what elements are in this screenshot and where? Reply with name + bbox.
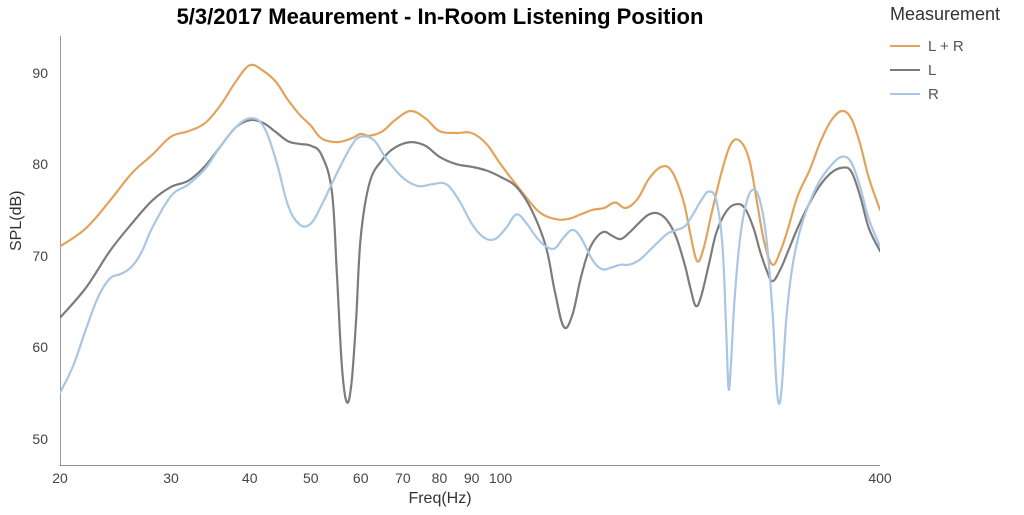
legend: L + R LR <box>890 34 964 106</box>
legend-title: Measurement <box>890 4 1000 25</box>
y-tick-label: 70 <box>0 248 48 264</box>
y-tick-label: 80 <box>0 156 48 172</box>
legend-swatch <box>890 45 920 47</box>
x-tick-label: 100 <box>489 470 512 486</box>
x-tick-label: 70 <box>395 470 411 486</box>
chart-plot-area <box>60 36 880 466</box>
legend-swatch <box>890 93 920 95</box>
legend-label: L + R <box>928 38 964 55</box>
x-tick-label: 20 <box>52 470 68 486</box>
y-tick-label: 60 <box>0 339 48 355</box>
y-tick-label: 90 <box>0 65 48 81</box>
x-axis-ticks: 2030405060708090100400 <box>60 468 880 488</box>
chart-title: 5/3/2017 Meaurement - In-Room Listening … <box>0 4 880 30</box>
chart-container: 5/3/2017 Meaurement - In-Room Listening … <box>0 0 1024 515</box>
x-tick-label: 60 <box>353 470 369 486</box>
legend-swatch <box>890 69 920 71</box>
legend-item: L <box>890 58 964 82</box>
x-tick-label: 50 <box>303 470 319 486</box>
x-tick-label: 30 <box>163 470 179 486</box>
legend-item: R <box>890 82 964 106</box>
x-tick-label: 90 <box>464 470 480 486</box>
y-tick-label: 50 <box>0 431 48 447</box>
y-axis-ticks: 50 60 70 80 90 <box>0 36 54 466</box>
series-r <box>60 118 880 404</box>
series-l+r <box>60 65 880 265</box>
x-tick-label: 400 <box>868 470 891 486</box>
x-tick-label: 40 <box>242 470 258 486</box>
series-group <box>60 65 880 404</box>
x-tick-label: 80 <box>432 470 448 486</box>
series-l <box>60 120 880 403</box>
legend-label: L <box>928 62 936 79</box>
legend-item: L + R <box>890 34 964 58</box>
x-axis-label: Freq(Hz) <box>0 490 880 508</box>
legend-label: R <box>928 86 939 103</box>
